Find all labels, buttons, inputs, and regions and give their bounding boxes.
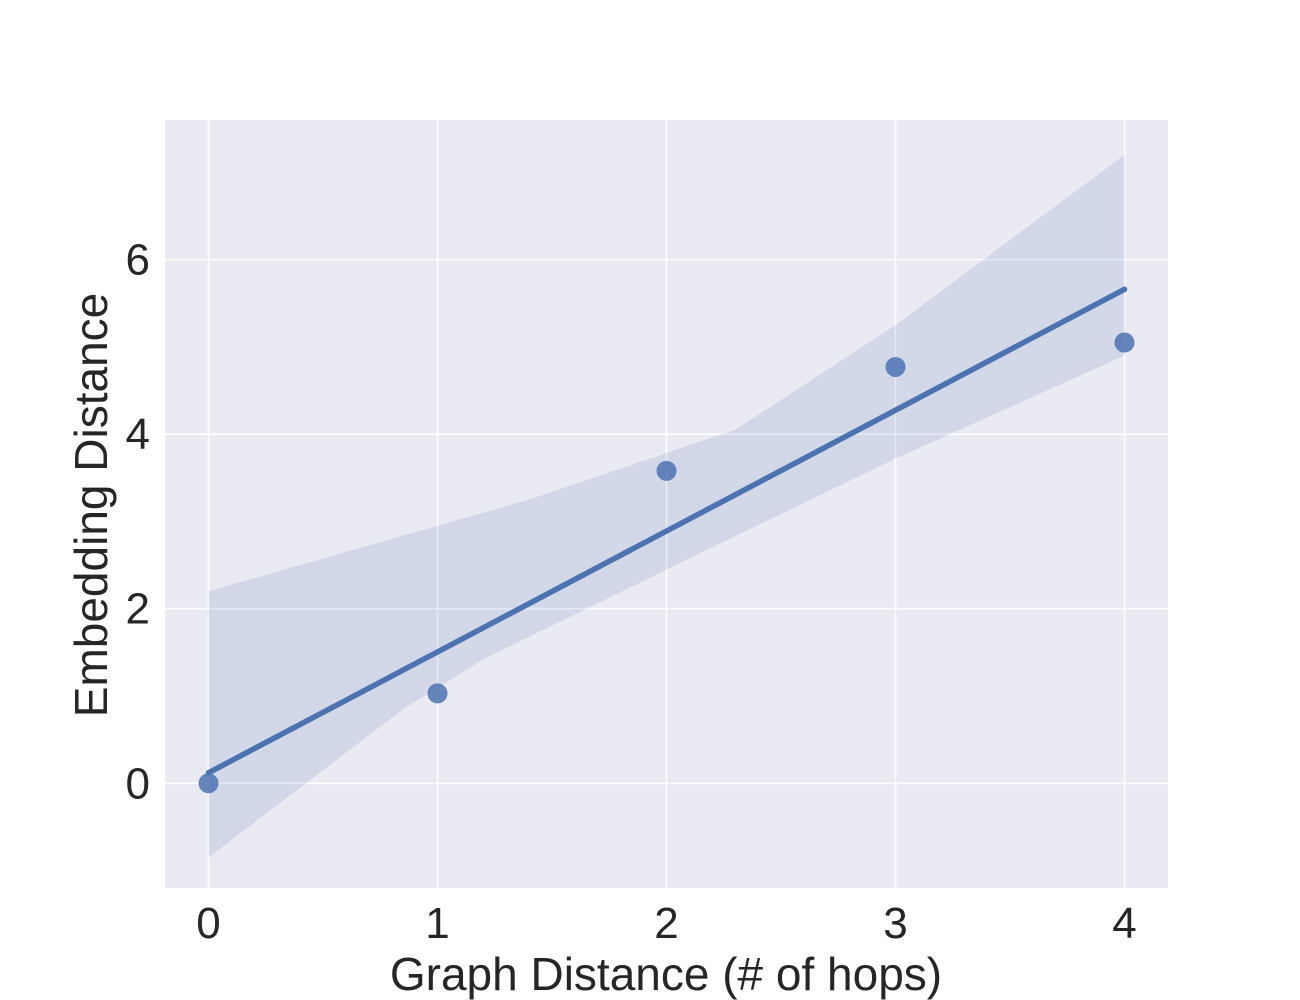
x-tick-label: 4 [1112, 899, 1136, 948]
y-tick-label: 4 [126, 410, 150, 459]
regression-line-group [205, 286, 1128, 776]
y-tick-label: 6 [126, 236, 150, 285]
x-tick-label: 1 [425, 899, 449, 948]
data-point [656, 460, 677, 481]
data-point [885, 356, 906, 377]
confidence-band [208, 154, 1125, 858]
y-tick-label: 2 [126, 585, 150, 634]
x-tick-label: 0 [196, 899, 220, 948]
data-point [1114, 332, 1135, 353]
data-points [198, 332, 1135, 794]
data-point [427, 683, 448, 704]
x-tick-labels: 0 1 2 3 4 [196, 899, 1136, 948]
data-point [198, 773, 219, 794]
confidence-band-group [208, 154, 1125, 858]
grid-lines [165, 120, 1168, 888]
x-tick-label: 2 [654, 899, 678, 948]
x-tick-label: 3 [883, 899, 907, 948]
y-tick-label: 0 [126, 759, 150, 808]
regression-line [205, 286, 1128, 776]
y-tick-labels: 0 2 4 6 [126, 236, 150, 809]
y-axis-label: Embedding Distance [65, 293, 117, 717]
x-axis-label: Graph Distance (# of hops) [390, 948, 942, 1000]
